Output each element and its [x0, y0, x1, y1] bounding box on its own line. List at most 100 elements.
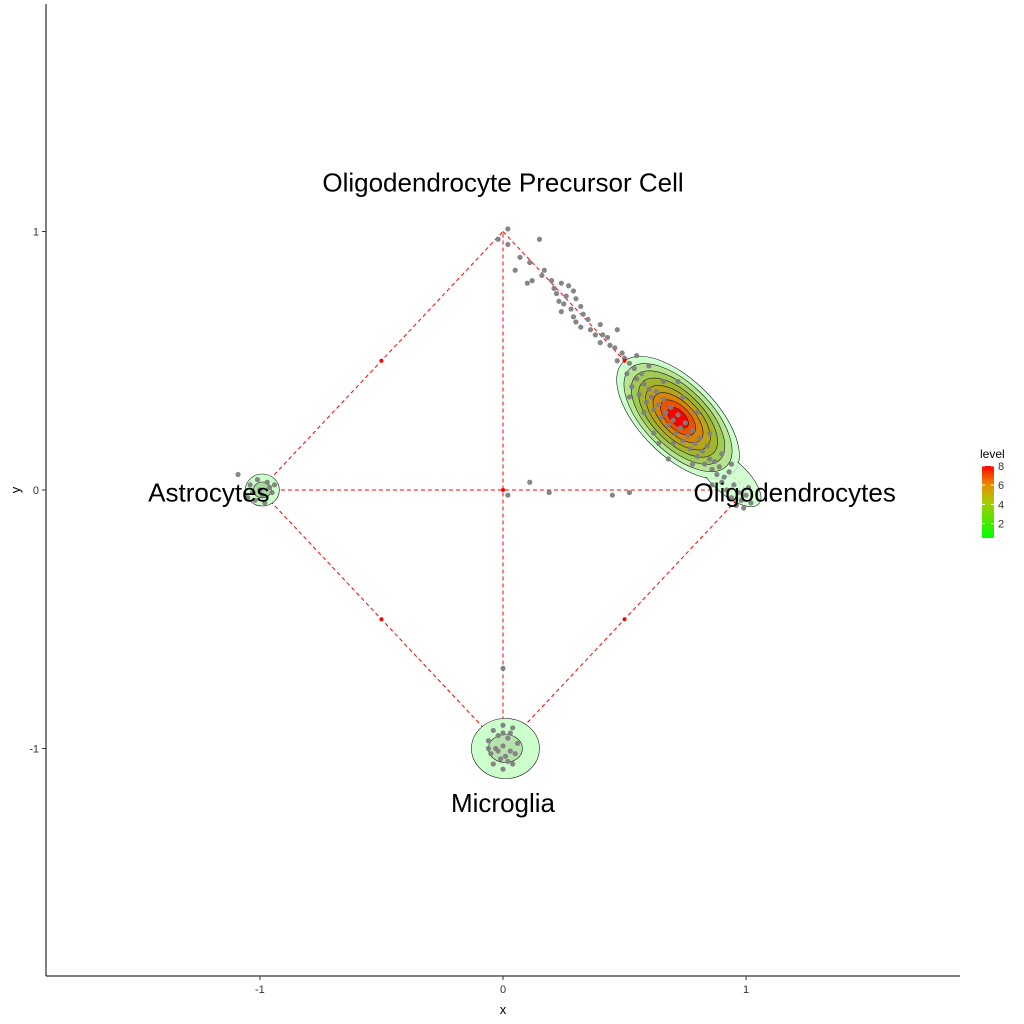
scatter-point [612, 345, 618, 351]
scatter-point [563, 293, 569, 299]
scatter-point [517, 254, 523, 260]
scatter-point [663, 409, 669, 416]
scatter-point [716, 464, 722, 470]
scatter-point [643, 399, 650, 405]
scatter-point [529, 278, 535, 284]
scatter-point [495, 732, 501, 739]
scatter-point [539, 272, 545, 279]
scatter-point [556, 298, 562, 304]
scatter-point [505, 492, 511, 498]
scatter-point [741, 505, 747, 511]
scatter-point [731, 482, 737, 488]
scatter-point [668, 404, 674, 410]
scatter-point [629, 383, 635, 390]
legend-label: 2 [998, 519, 1004, 531]
scatter-point [704, 443, 710, 449]
scatter-point [257, 487, 263, 493]
scatter-point [660, 378, 667, 385]
scatter-point [675, 378, 681, 385]
guide-points [379, 358, 627, 622]
scatter-point [658, 415, 664, 421]
scatter-point [269, 489, 275, 496]
scatter-point [512, 751, 518, 757]
scatter-point [636, 391, 642, 397]
scatter-point [510, 761, 516, 767]
scatter-point [733, 502, 739, 509]
guide-point [501, 488, 505, 492]
scatter-point [566, 283, 572, 289]
scatter-point [524, 280, 530, 286]
guide-point [622, 358, 627, 363]
scatter-point [500, 743, 506, 749]
scatter-point [252, 497, 258, 503]
scatter-point [587, 327, 594, 333]
scatter-point [711, 458, 718, 465]
scatter-point [692, 440, 698, 447]
scatter-point [507, 748, 513, 754]
scatter-point [714, 471, 720, 478]
scatter-point [505, 241, 511, 248]
scatter-point [660, 396, 667, 403]
scatter-point [250, 489, 256, 496]
scatter-point [638, 371, 645, 377]
scatter-point [624, 371, 630, 377]
scatter-point [485, 745, 492, 752]
scatter-point [690, 461, 696, 467]
corner-label: Microglia [451, 788, 556, 818]
scatter-point [697, 435, 703, 441]
scatter-point [748, 500, 754, 506]
scatter-point [665, 422, 671, 428]
scatter-point [694, 409, 701, 416]
scatter-point [570, 314, 577, 320]
legend-title: level [980, 447, 1005, 461]
scatter-point [514, 740, 521, 746]
scatter-point [728, 495, 735, 501]
scatter-point [743, 492, 749, 498]
scatter-point [670, 417, 676, 423]
scatter-point [497, 756, 504, 762]
scatter-point [578, 303, 584, 310]
scatter-point [490, 727, 496, 734]
scatter-point [682, 420, 688, 426]
scatter-point [578, 324, 584, 330]
scatter-point [573, 319, 579, 325]
scatter-point [670, 440, 676, 447]
scatter-point [541, 267, 547, 273]
scatter-point [500, 766, 506, 772]
scatter-point [709, 466, 715, 472]
scatter-point [634, 352, 640, 359]
scatter-point [685, 433, 691, 439]
scatter-point [680, 438, 686, 444]
guide-point [379, 358, 384, 363]
scatter-point [651, 430, 657, 436]
scatter-point [259, 492, 265, 498]
scatter-point [648, 394, 654, 400]
scatter-point [262, 500, 268, 506]
scatter-point [699, 448, 705, 454]
scatter-point [677, 425, 684, 431]
scatter-point [580, 311, 586, 317]
scatter-point [500, 730, 506, 736]
scatter-point [570, 288, 577, 294]
scatter-point [546, 489, 552, 496]
scatter-point [527, 479, 533, 485]
scatter-point [655, 402, 662, 408]
scatter-point [724, 487, 730, 493]
legend-colorbar [982, 466, 994, 538]
scatter-point [558, 309, 564, 315]
scatter-point [641, 381, 647, 387]
scatter-point [585, 316, 591, 322]
scatter-point [507, 730, 513, 736]
scatter-point [626, 360, 633, 366]
corner-label: Oligodendrocyte Precursor Cell [322, 167, 683, 197]
scatter-point [619, 350, 625, 356]
scatter-point [707, 456, 713, 462]
scatter-point [614, 358, 620, 364]
x-axis-title: x [500, 1002, 507, 1017]
scatter-point [631, 365, 637, 372]
scatter-point [485, 738, 492, 744]
scatter-point [721, 474, 727, 480]
y-tick-label: 1 [33, 226, 39, 238]
scatter-point [245, 495, 251, 501]
